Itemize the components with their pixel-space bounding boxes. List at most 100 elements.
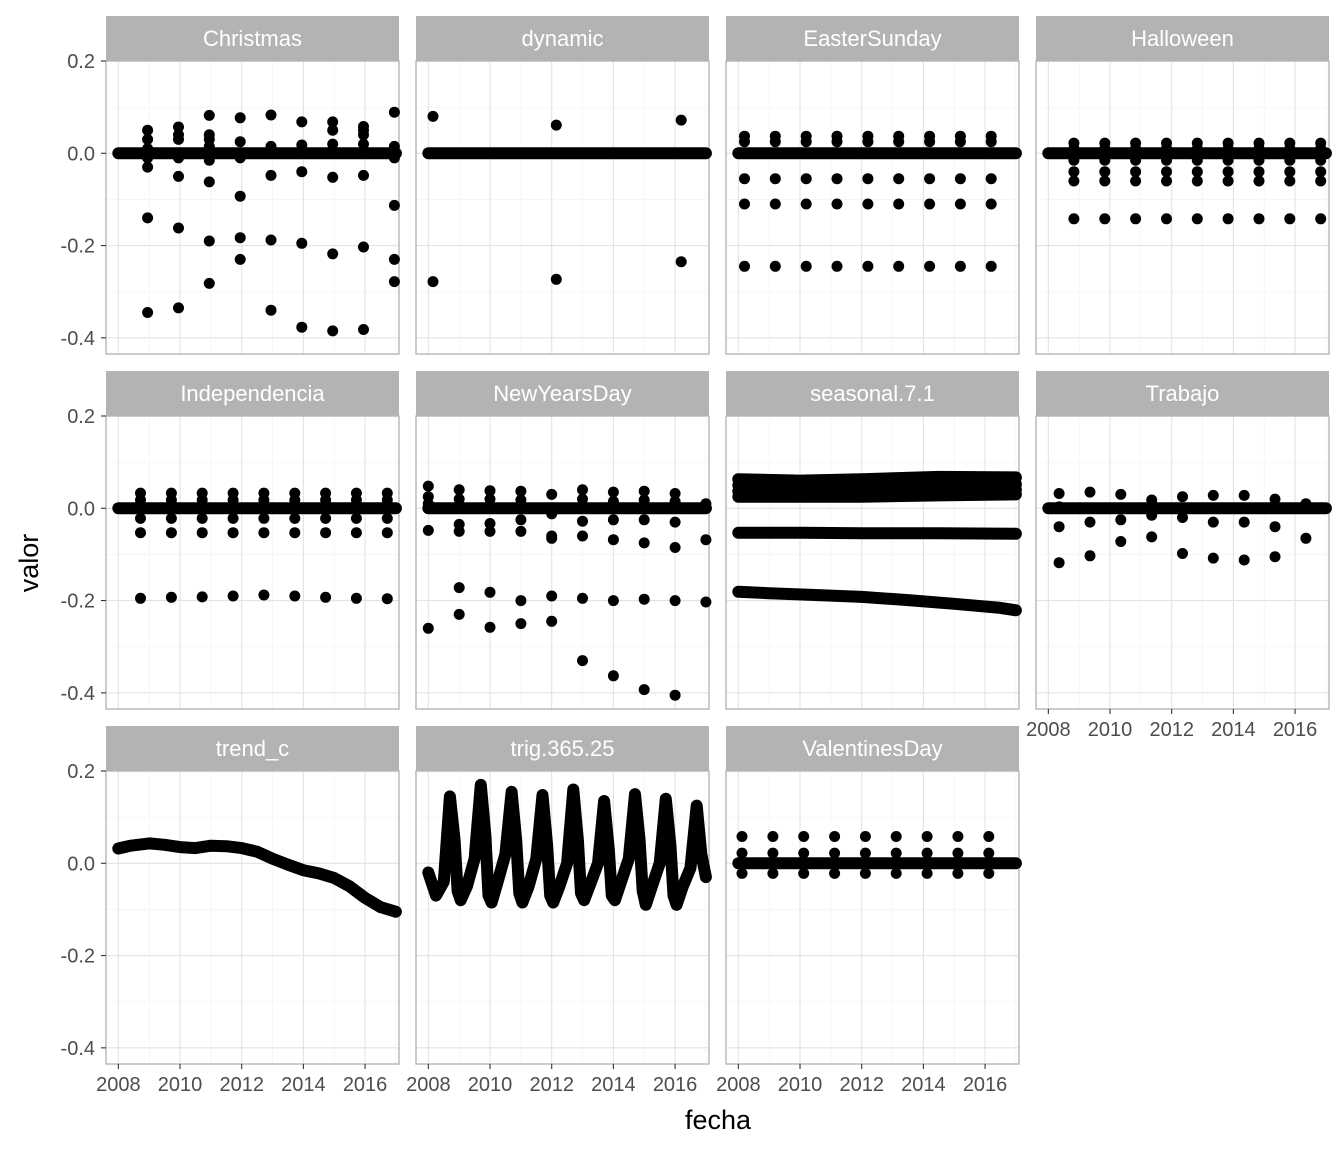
data-point: [453, 525, 465, 537]
data-point: [739, 136, 750, 148]
data-point: [327, 171, 339, 183]
data-point: [736, 867, 748, 879]
data-point: [1315, 166, 1327, 178]
data-point: [196, 527, 208, 539]
data-point: [173, 121, 184, 133]
data-point: [296, 237, 308, 249]
data-point: [234, 253, 246, 265]
panel-background: [415, 415, 710, 710]
data-point: [1191, 175, 1203, 187]
data-point: [320, 591, 332, 603]
data-point: [203, 277, 215, 289]
data-point: [196, 591, 208, 603]
data-point: [142, 212, 154, 224]
data-point: [700, 596, 712, 608]
data-point: [800, 198, 812, 210]
data-point: [296, 139, 308, 151]
data-point: [227, 494, 239, 506]
data-point: [954, 198, 966, 210]
data-point: [1084, 550, 1096, 562]
facet-panel-halloween: Halloween: [1035, 16, 1332, 355]
data-point: [1053, 521, 1065, 533]
panel-background: [725, 415, 1020, 710]
data-point: [890, 831, 902, 842]
x-tick-label: 2014: [591, 1074, 636, 1096]
data-point: [1146, 494, 1158, 506]
data-point: [577, 530, 588, 542]
data-point: [924, 173, 936, 185]
data-point: [173, 302, 184, 314]
data-point: [1207, 552, 1219, 564]
facet-strip-label: EasterSunday: [803, 26, 941, 51]
data-point: [767, 831, 779, 842]
data-point: [829, 847, 841, 859]
facet-panel-newyearsday: NewYearsDay: [415, 371, 712, 710]
data-point: [427, 110, 439, 122]
data-point: [381, 494, 393, 506]
data-point: [135, 494, 146, 506]
series-line: [422, 778, 712, 911]
x-tick-label: 2016: [963, 1074, 1008, 1096]
data-point: [1068, 143, 1080, 155]
data-point: [1084, 486, 1096, 498]
data-point: [327, 325, 339, 337]
data-point: [893, 173, 905, 185]
series-line: [732, 488, 1022, 503]
data-point: [924, 260, 936, 272]
data-point: [1084, 516, 1096, 528]
data-point: [638, 593, 650, 605]
data-point: [954, 173, 966, 185]
data-point: [952, 867, 964, 879]
data-point: [577, 655, 588, 667]
data-point: [1191, 143, 1203, 155]
data-point: [265, 140, 277, 152]
data-point: [296, 166, 308, 178]
panel-border: [725, 60, 1020, 355]
data-point: [388, 106, 400, 118]
facet-strip-label: dynamic: [522, 26, 604, 51]
data-point: [675, 114, 687, 126]
facet-strip-label: ValentinesDay: [802, 736, 942, 761]
data-point: [1207, 516, 1219, 528]
data-point: [985, 173, 997, 185]
data-point: [196, 512, 208, 524]
data-point: [546, 508, 558, 520]
x-tick-label: 2008: [1026, 719, 1071, 741]
data-point: [921, 867, 933, 879]
data-point: [358, 169, 369, 181]
data-point: [196, 494, 208, 506]
x-tick-label: 2016: [343, 1074, 388, 1096]
data-point: [800, 173, 812, 185]
data-point: [265, 169, 277, 181]
data-point: [227, 512, 239, 524]
data-point: [954, 136, 966, 148]
facet-strip: [106, 726, 399, 771]
y-tick-label: -0.4: [61, 683, 95, 705]
x-tick-label: 2014: [901, 1074, 946, 1096]
y-tick-label: 0.2: [67, 51, 95, 73]
data-point: [1099, 154, 1111, 166]
data-point: [358, 129, 369, 141]
data-point: [422, 480, 434, 492]
data-point: [165, 512, 177, 524]
data-point: [265, 304, 277, 316]
data-point: [1146, 531, 1158, 543]
data-point: [234, 190, 246, 202]
data-point: [1191, 213, 1203, 225]
data-point: [798, 831, 810, 842]
data-point: [1177, 512, 1188, 523]
facet-panel-valentinesday: ValentinesDay 2008 2010 2012 2014 2016: [716, 726, 1022, 1096]
data-point: [1238, 516, 1250, 528]
data-point: [165, 494, 177, 506]
data-point: [862, 260, 874, 272]
facet-strip: [726, 16, 1019, 61]
data-point: [893, 260, 905, 272]
data-point: [1161, 143, 1172, 155]
panel-background: [725, 60, 1020, 355]
data-point: [142, 307, 154, 318]
facet-strip-label: Christmas: [203, 26, 302, 51]
data-point: [769, 173, 781, 185]
data-point: [1269, 493, 1281, 505]
panel-border: [725, 415, 1020, 710]
data-point: [453, 608, 465, 620]
